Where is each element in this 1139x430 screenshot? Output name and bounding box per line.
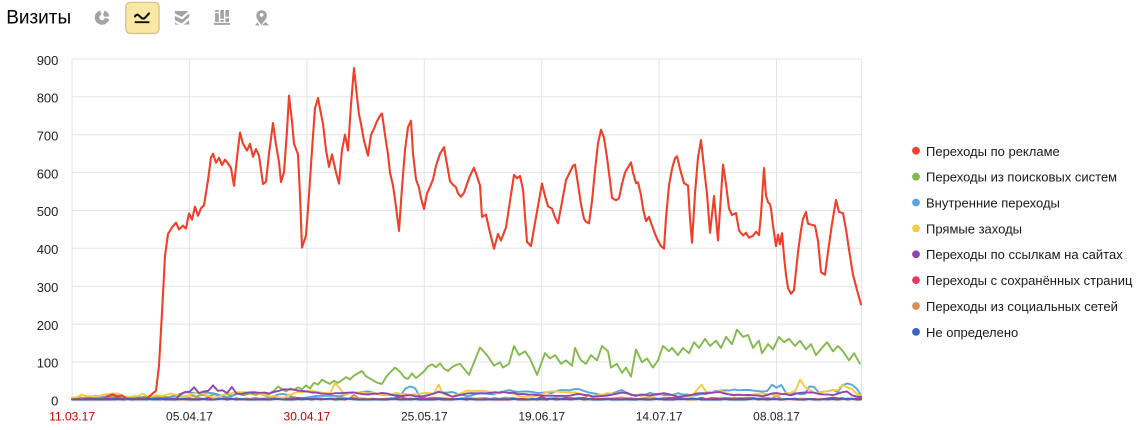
svg-text:08.08.17: 08.08.17 — [753, 409, 800, 423]
svg-text:Визиты: Визиты — [6, 7, 71, 28]
svg-text:14.07.17: 14.07.17 — [636, 409, 683, 423]
svg-text:0: 0 — [51, 394, 58, 409]
svg-text:Внутренние переходы: Внутренние переходы — [926, 196, 1060, 211]
svg-text:Переходы с сохранённых страниц: Переходы с сохранённых страниц — [926, 273, 1133, 288]
svg-text:30.04.17: 30.04.17 — [284, 409, 331, 423]
svg-text:Переходы по рекламе: Переходы по рекламе — [926, 144, 1060, 159]
svg-text:900: 900 — [37, 53, 59, 68]
svg-text:100: 100 — [37, 356, 59, 371]
svg-text:Прямые заходы: Прямые заходы — [926, 221, 1022, 236]
svg-text:600: 600 — [37, 166, 59, 181]
svg-text:Переходы по ссылкам на сайтах: Переходы по ссылкам на сайтах — [926, 247, 1123, 262]
svg-text:Переходы из поисковых систем: Переходы из поисковых систем — [926, 170, 1117, 185]
svg-text:25.05.17: 25.05.17 — [401, 409, 448, 423]
svg-text:Не определено: Не определено — [926, 325, 1018, 340]
svg-text:300: 300 — [37, 280, 59, 295]
svg-text:700: 700 — [37, 129, 59, 144]
svg-text:500: 500 — [37, 204, 59, 219]
svg-text:800: 800 — [37, 91, 59, 106]
svg-text:Переходы из социальных сетей: Переходы из социальных сетей — [926, 299, 1118, 314]
svg-text:19.06.17: 19.06.17 — [518, 409, 565, 423]
svg-text:200: 200 — [37, 318, 59, 333]
svg-text:11.03.17: 11.03.17 — [49, 409, 95, 423]
svg-text:400: 400 — [37, 242, 59, 257]
svg-text:05.04.17: 05.04.17 — [166, 409, 213, 423]
